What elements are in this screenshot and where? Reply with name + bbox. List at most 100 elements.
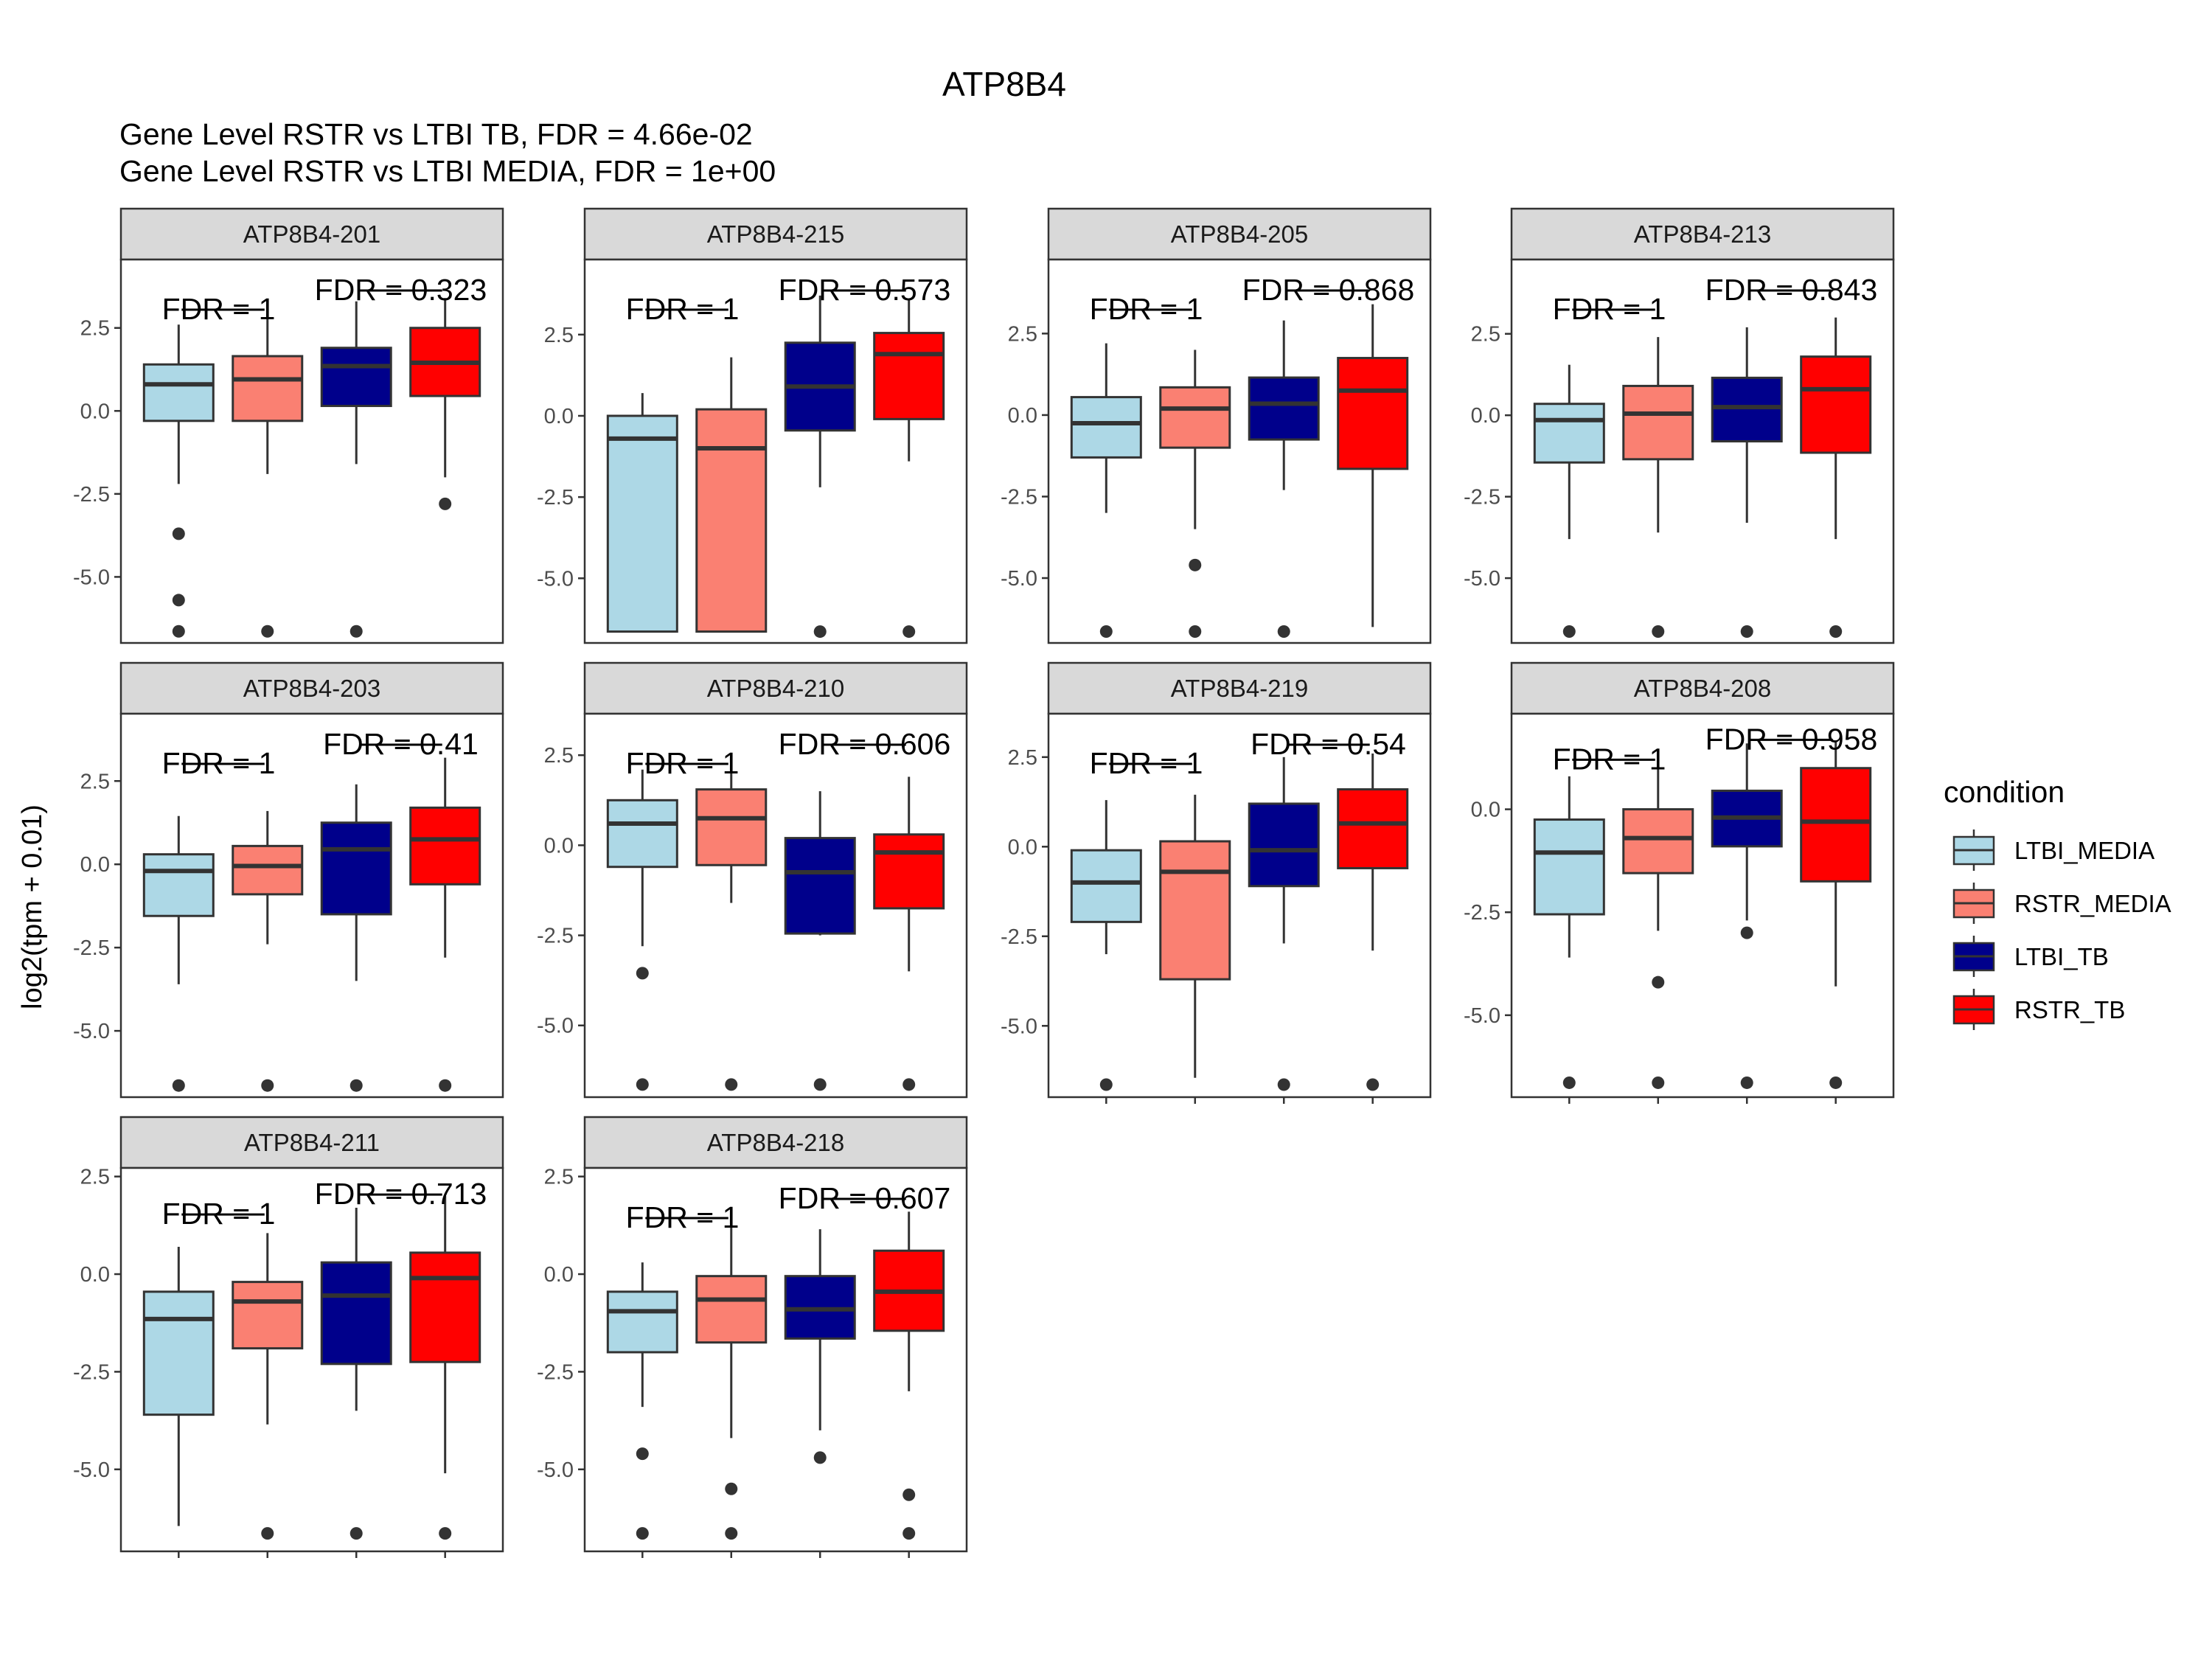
y-tick-label: -2.5 xyxy=(73,483,110,507)
fdr-label-tb: FDR = 0.606 xyxy=(779,727,951,761)
outlier-point xyxy=(636,1447,649,1461)
box-body xyxy=(1800,767,1872,883)
legend-item: LTBI_MEDIA xyxy=(1952,830,2154,871)
outlier-point xyxy=(1652,1076,1665,1089)
panel-frame xyxy=(119,258,504,644)
y-tick-label: 2.5 xyxy=(80,1166,110,1189)
box-rstr-media xyxy=(695,1225,768,1540)
y-tick-label: 0.0 xyxy=(1471,404,1500,428)
box-body xyxy=(1711,376,1783,443)
outlier-point xyxy=(172,594,185,607)
outlier-point xyxy=(261,1079,274,1092)
fdr-label-tb: FDR = 0.843 xyxy=(1705,273,1878,307)
box-body xyxy=(1070,849,1142,923)
facet-panel: ATP8B4-205 2.5 0.0 -2.5 -5.0 FDR = 1 FDR = 0.8… xyxy=(1001,207,1432,644)
facet-panel: ATP8B4-210 2.5 0.0 -2.5 -5.0 FDR = 1 FDR = 0.6… xyxy=(537,661,968,1099)
y-tick-label: 0.0 xyxy=(1008,835,1037,859)
box-body xyxy=(232,355,304,422)
box-body xyxy=(142,853,215,917)
box-body xyxy=(1800,355,1872,454)
y-tick-label: -5.0 xyxy=(1464,1004,1500,1028)
outlier-point xyxy=(1277,625,1290,639)
outlier-point xyxy=(636,1527,649,1540)
outlier-point xyxy=(1189,625,1202,639)
box-ltbi-media xyxy=(606,769,678,1091)
fdr-label-tb: FDR = 0.958 xyxy=(1705,722,1878,756)
fdr-label-tb: FDR = 0.41 xyxy=(323,727,479,761)
y-tick-label: -5.0 xyxy=(1001,567,1037,591)
y-tick-label: 2.5 xyxy=(544,324,574,347)
chart-title: ATP8B4 xyxy=(942,65,1066,103)
outlier-point xyxy=(1652,975,1665,989)
outlier-point xyxy=(1562,1076,1576,1089)
box-body xyxy=(1533,403,1605,464)
box-body xyxy=(695,788,768,866)
chart-subtitle-media: Gene Level RSTR vs LTBI MEDIA, FDR = 1e+… xyxy=(119,154,776,188)
outlier-point xyxy=(1652,625,1665,639)
y-tick-label: 2.5 xyxy=(80,317,110,341)
box-body xyxy=(1622,384,1694,461)
box-body xyxy=(873,833,945,910)
box-rstr-tb xyxy=(1800,741,1872,1089)
box-ltbi-media xyxy=(1070,800,1142,1091)
outlier-point xyxy=(1189,558,1202,571)
fdr-label-media: FDR = 1 xyxy=(162,292,276,326)
box-body xyxy=(1248,376,1320,441)
outlier-point xyxy=(636,967,649,980)
outlier-point xyxy=(261,625,274,638)
box-ltbi-tb xyxy=(320,301,392,638)
outlier-point xyxy=(1366,1078,1380,1091)
box-ltbi-media xyxy=(1533,776,1605,1089)
facet-panel: ATP8B4-215 2.5 0.0 -2.5 -5.0 FDR = 1 FDR = 0.5… xyxy=(537,207,968,644)
facet-panel: ATP8B4-219 2.5 0.0 -2.5 -5.0 FDR = 1 FDR = 0.5… xyxy=(1001,661,1432,1104)
outlier-point xyxy=(813,1451,827,1464)
box-body xyxy=(232,1281,304,1350)
panel-frame xyxy=(583,1166,968,1553)
facet-panel: ATP8B4-213 2.5 0.0 -2.5 -5.0 FDR = 1 FDR = 0.8… xyxy=(1464,207,1895,644)
box-ltbi-media xyxy=(606,1262,678,1540)
facet-strip xyxy=(119,661,504,715)
box-rstr-tb xyxy=(1337,753,1409,1091)
y-tick-label: -2.5 xyxy=(1464,901,1500,925)
facet-strip-label: ATP8B4-219 xyxy=(1171,675,1309,702)
box-rstr-media xyxy=(1159,794,1231,1078)
box-ltbi-tb xyxy=(1248,320,1320,639)
outlier-point xyxy=(172,625,185,638)
outlier-point xyxy=(1829,625,1843,639)
legend-item: RSTR_MEDIA xyxy=(1952,883,2171,924)
outlier-point xyxy=(813,625,827,639)
outlier-point xyxy=(902,1527,916,1540)
box-rstr-media xyxy=(1622,759,1694,1089)
facet-strip xyxy=(119,207,504,261)
box-body xyxy=(873,332,945,420)
box-body xyxy=(409,1251,481,1363)
facet-strip-label: ATP8B4-208 xyxy=(1634,675,1772,702)
box-body xyxy=(695,1275,768,1344)
outlier-point xyxy=(902,625,916,639)
facet-strip-label: ATP8B4-218 xyxy=(707,1129,845,1156)
outlier-point xyxy=(1740,625,1753,639)
y-tick-label: -2.5 xyxy=(1001,925,1037,949)
outlier-point xyxy=(349,625,363,638)
box-body xyxy=(1337,788,1409,869)
box-rstr-tb xyxy=(409,1196,481,1540)
fdr-label-tb: FDR = 0.573 xyxy=(779,273,951,307)
y-tick-label: -5.0 xyxy=(73,566,110,589)
y-tick-label: -5.0 xyxy=(537,1015,574,1038)
box-rstr-tb xyxy=(873,1211,945,1540)
y-tick-label: -2.5 xyxy=(73,936,110,960)
legend-item: RSTR_TB xyxy=(1952,989,2125,1030)
outlier-point xyxy=(636,1078,649,1091)
box-rstr-tb xyxy=(409,757,481,1092)
outlier-point xyxy=(1740,926,1753,939)
facet-strip-label: ATP8B4-213 xyxy=(1634,220,1772,248)
box-body xyxy=(142,363,215,422)
legend-item-label: LTBI_TB xyxy=(2014,943,2109,970)
box-body xyxy=(409,806,481,886)
box-ltbi-media xyxy=(1533,364,1605,639)
y-tick-label: 2.5 xyxy=(1471,323,1500,347)
y-axis-label: log2(tpm + 0.01) xyxy=(17,804,48,1009)
box-ltbi-media xyxy=(142,324,215,638)
box-rstr-tb xyxy=(1337,304,1409,627)
